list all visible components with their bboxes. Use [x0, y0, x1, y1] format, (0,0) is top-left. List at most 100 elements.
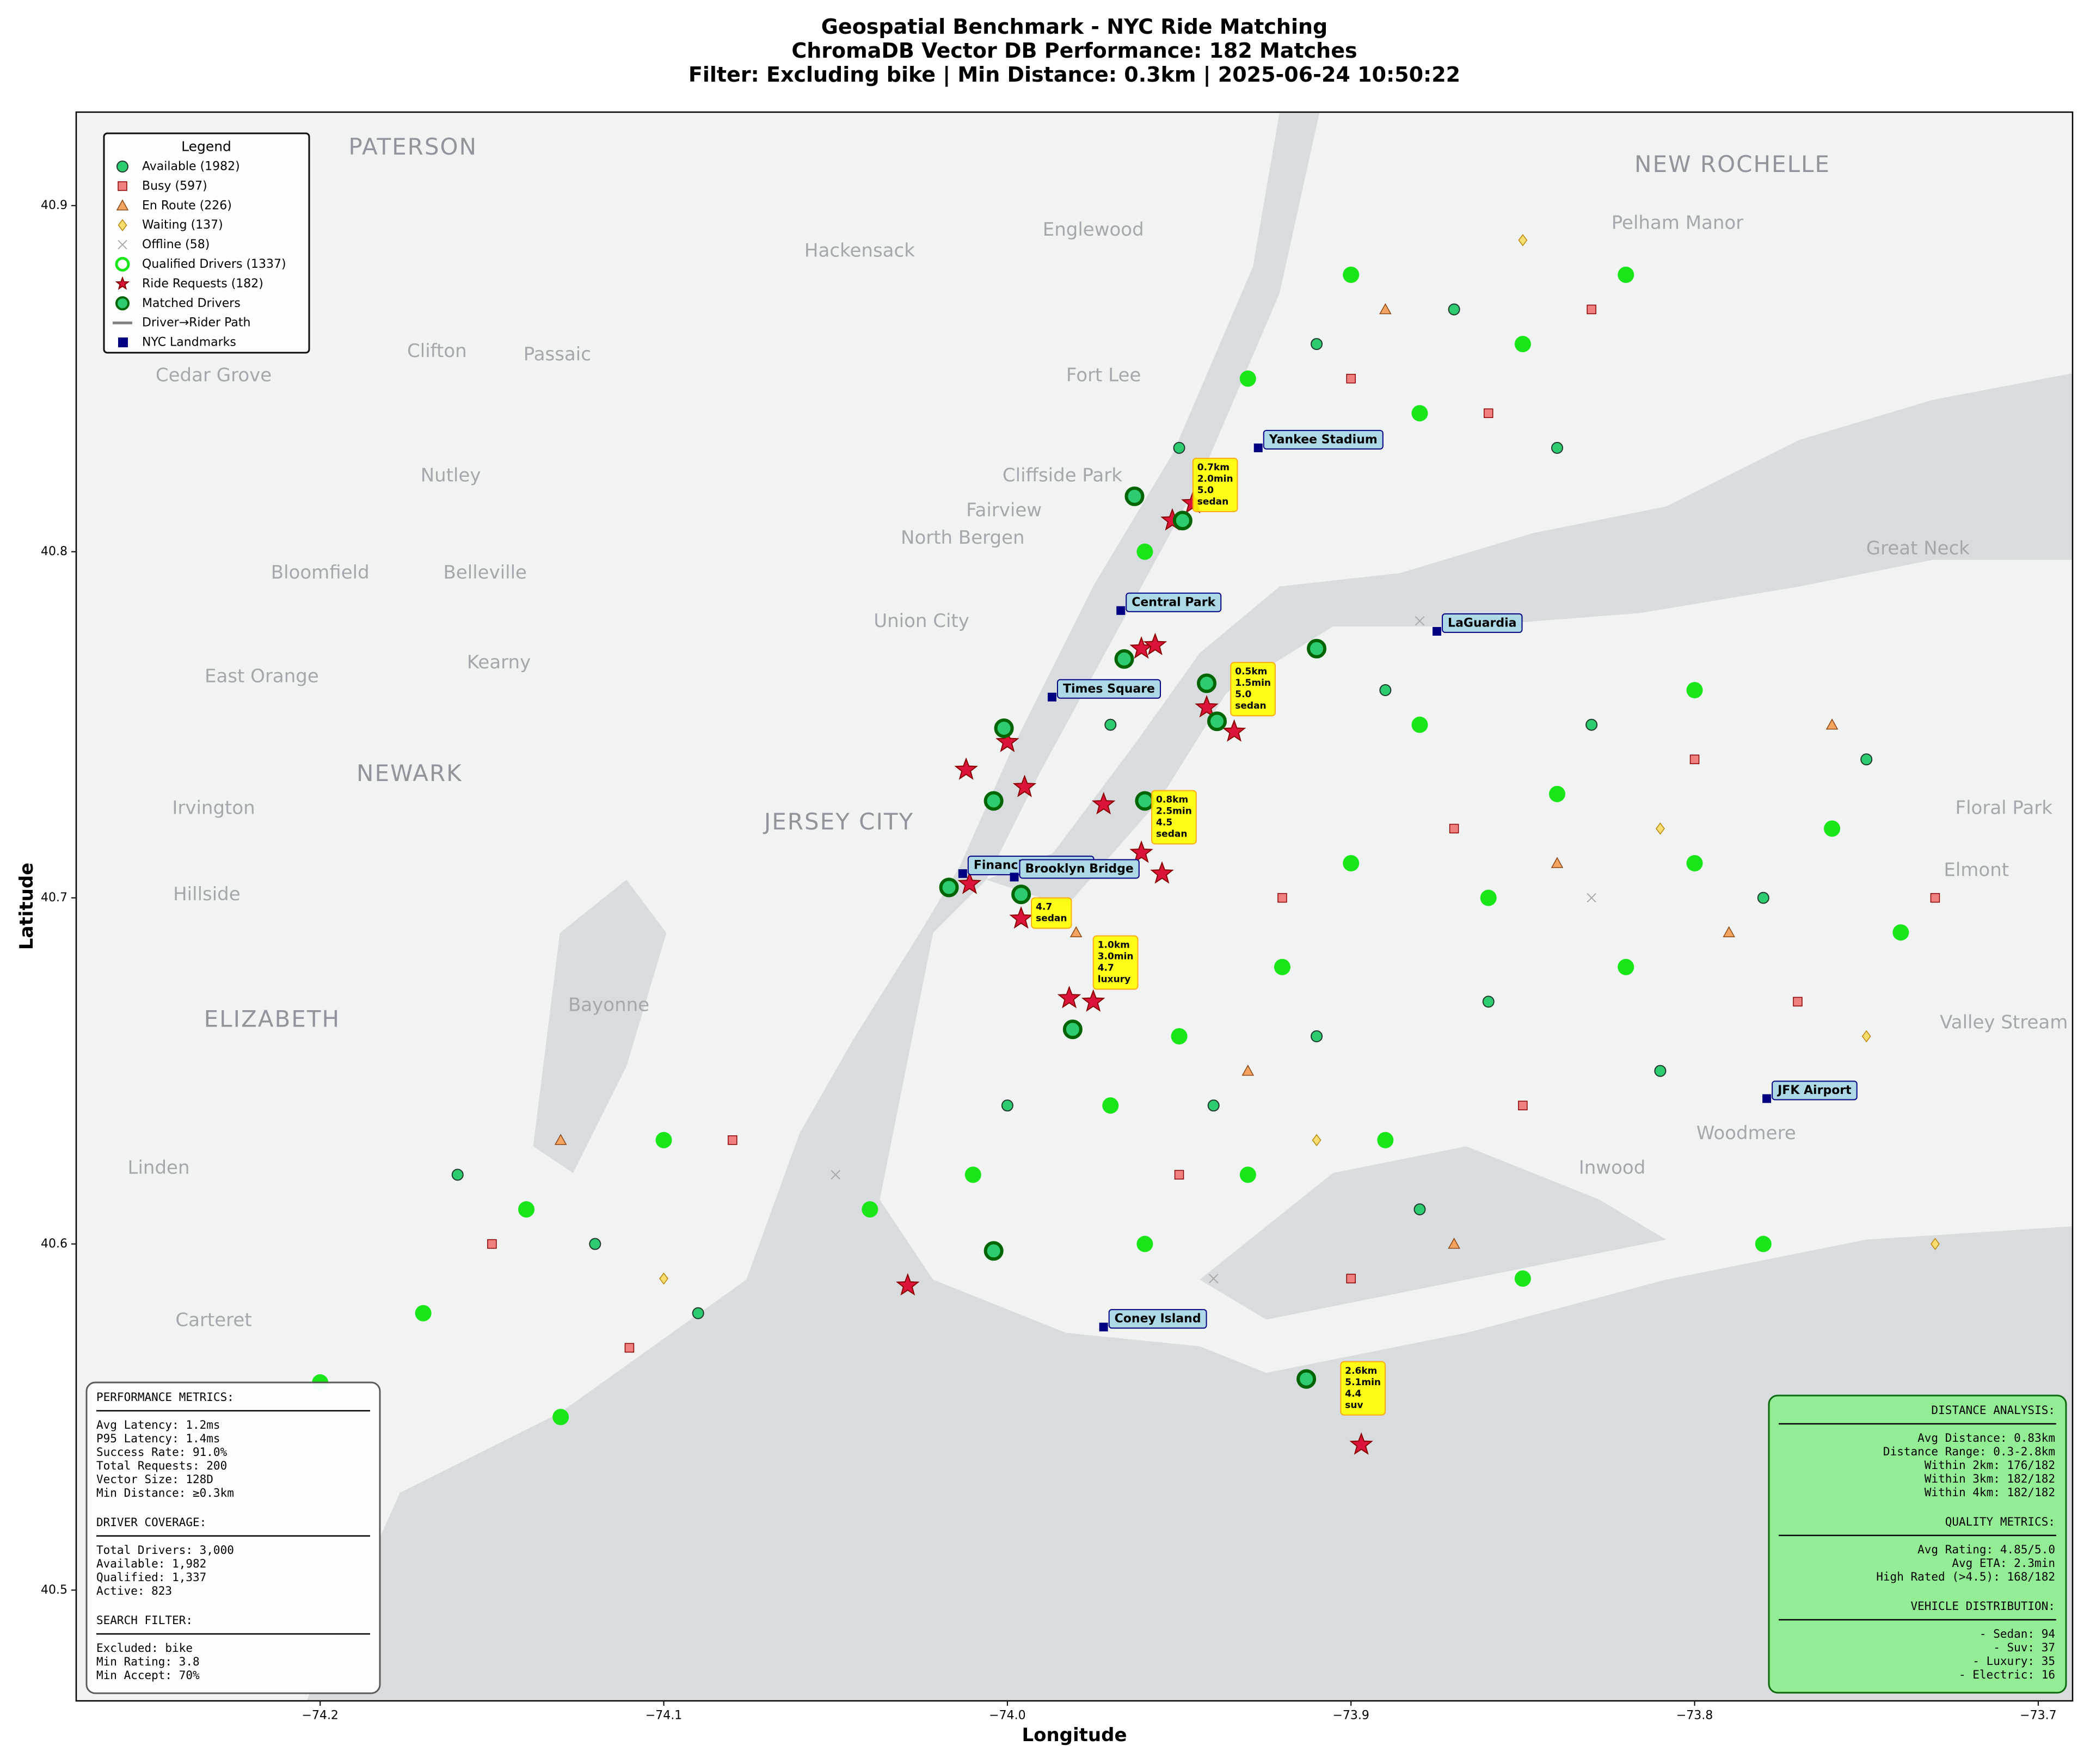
info-line: Avg Latency: 1.2ms: [96, 1418, 220, 1431]
landmark: [1433, 626, 1442, 636]
legend-marker: [116, 199, 129, 211]
point: [1723, 926, 1735, 937]
map-label: Cedar Grove: [156, 364, 272, 386]
landmark-label-box: [1263, 429, 1384, 450]
y-tick-label: 40.7: [41, 891, 67, 905]
point: [1377, 1132, 1394, 1148]
point: [552, 1409, 569, 1425]
map-label: Passaic: [524, 343, 591, 365]
info-line: Qualified: 1,337: [96, 1571, 206, 1584]
point: [1518, 234, 1528, 247]
legend-label: En Route (226): [142, 199, 232, 212]
y-tick-label: 40.6: [41, 1237, 67, 1251]
landmark-label-box: [1772, 1080, 1858, 1101]
point: [1518, 1101, 1528, 1110]
point: [1173, 441, 1185, 454]
point: [1480, 889, 1497, 906]
landmark-label-box: [1056, 679, 1161, 699]
y-tick-label: 40.8: [41, 545, 67, 558]
annotation-text: luxury: [1098, 974, 1130, 985]
point: [1689, 754, 1700, 764]
point: [1860, 753, 1873, 766]
x-tick-label: −74.2: [302, 1709, 339, 1723]
point: [1062, 1019, 1083, 1040]
annotation-text: 5.0: [1197, 485, 1214, 496]
map-label: Elmont: [1944, 859, 2009, 881]
info-line: Available: 1,982: [96, 1557, 206, 1570]
point: [415, 1305, 432, 1322]
point: [1207, 1099, 1220, 1112]
point: [1346, 1274, 1356, 1283]
point: [1091, 792, 1116, 815]
point: [692, 1307, 704, 1319]
point: [1069, 926, 1083, 937]
annotation-text: 4.4: [1345, 1388, 1361, 1399]
info-box: DISTANCE ANALYSIS: Avg Distance: 0.83kmDi…: [1768, 1394, 2067, 1694]
legend-marker: [115, 257, 130, 272]
legend-label: Offline (58): [142, 238, 210, 251]
annotation-text: 0.8km: [1156, 794, 1188, 805]
annotation-text: 1.5min: [1235, 678, 1271, 689]
y-tick-label: 40.9: [41, 199, 67, 212]
overlay: Yankee Stadium Central Park Times Square La…: [958, 429, 1858, 1416]
point: [1686, 855, 1703, 872]
point: [1514, 336, 1531, 353]
annotation-text: 4.5: [1156, 817, 1172, 828]
point: [1307, 638, 1327, 659]
annotation-box: [1031, 897, 1072, 929]
x-tick-label: −73.8: [1676, 1709, 1713, 1723]
chart-title: Geospatial Benchmark - NYC Ride Matching: [821, 15, 1328, 39]
annotation-text: 1.0km: [1098, 940, 1130, 951]
landmark: [1116, 606, 1126, 615]
y-tick-label: 40.5: [41, 1583, 67, 1597]
landmark-label-text: JFK Airport: [1777, 1084, 1852, 1097]
point: [1587, 304, 1596, 315]
landmark-label: Times Square: [1056, 679, 1161, 699]
landmark-label-text: Central Park: [1132, 595, 1216, 609]
map-label: Bloomfield: [271, 562, 370, 583]
map-label: Hackensack: [804, 239, 915, 261]
point: [1174, 1170, 1184, 1180]
legend-label: Waiting (137): [142, 218, 223, 232]
info-line: - Sedan: 94: [1980, 1627, 2055, 1640]
annotation-text: sedan: [1235, 700, 1266, 711]
map-label: NEWARK: [356, 760, 463, 786]
point: [1311, 1030, 1323, 1042]
x-tick-label: −74.0: [989, 1709, 1025, 1723]
landmark-label-box: [1108, 1309, 1207, 1329]
point: [1551, 857, 1564, 868]
info-line: Min Rating: 3.8: [96, 1655, 200, 1668]
point: [1129, 840, 1153, 863]
point: [1587, 893, 1596, 903]
map-label: Inwood: [1579, 1157, 1646, 1179]
map-label: Great Neck: [1866, 537, 1970, 559]
legend-label: Available (1982): [142, 160, 240, 174]
map-label: Englewood: [1043, 219, 1144, 241]
annotation-box: [1230, 662, 1276, 717]
x-tick-label: −73.7: [2020, 1709, 2056, 1723]
point: [1241, 1065, 1255, 1076]
landmark: [1047, 692, 1056, 702]
info-line: Vector Size: 128D: [96, 1473, 213, 1486]
annotation-text: 0.7km: [1197, 462, 1230, 473]
legend-title: Legend: [181, 139, 231, 155]
info-heading: DISTANCE ANALYSIS:: [1931, 1404, 2055, 1417]
info-line: Avg ETA: 2.3min: [1952, 1557, 2055, 1570]
point: [954, 757, 978, 780]
legend-label: NYC Landmarks: [142, 336, 236, 349]
map-label: North Bergen: [901, 527, 1025, 549]
legend-marker: [115, 296, 130, 311]
annotation-text: 4.7: [1098, 963, 1114, 974]
info-line: - Electric: 16: [1959, 1668, 2055, 1681]
point: [1207, 711, 1227, 732]
legend-marker: [118, 337, 128, 348]
chart-subtitle: Filter: Excluding bike | Min Distance: 0…: [689, 63, 1460, 87]
map-label: Irvington: [172, 797, 255, 819]
info-line: Within 2km: 176/182: [1925, 1459, 2055, 1472]
annotation-text: suv: [1345, 1400, 1363, 1411]
point: [1757, 892, 1769, 904]
point: [1482, 995, 1495, 1008]
map-label: ELIZABETH: [204, 1006, 340, 1032]
x-tick-label: −73.9: [1333, 1709, 1369, 1723]
